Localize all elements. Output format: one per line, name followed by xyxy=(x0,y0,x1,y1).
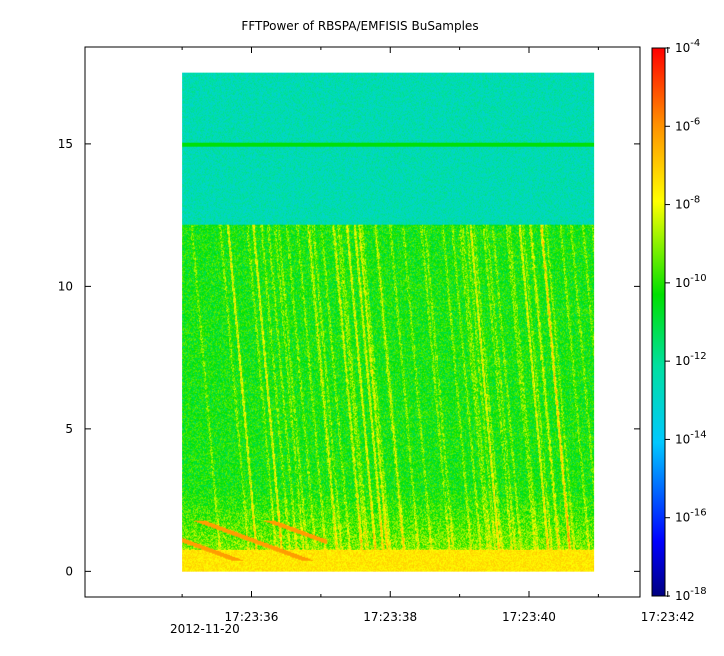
colorbar xyxy=(651,47,666,597)
spectrogram-heatmap xyxy=(182,72,595,572)
colorbar-ticks: 10-4 10-6 10-8 10-10 10-12 10-14 10-16 10-18 xyxy=(665,38,707,603)
x-tick-label: 17:23:38 xyxy=(363,610,417,624)
colorbar-tick-label: 10-18 xyxy=(675,586,707,603)
colorbar-tick-label: 10-10 xyxy=(675,273,707,290)
axes-group: 0 5 10 15 17:23:36 17:23:38 17:23:40 17:23:42 xyxy=(58,47,695,624)
colorbar-tick-label: 10-8 xyxy=(675,195,700,212)
y-tick-label: 10 xyxy=(58,279,73,293)
x-tick-label: 17:23:42 xyxy=(641,610,695,624)
heatmap-image xyxy=(182,72,595,572)
colorbar-tick-label: 10-6 xyxy=(675,116,700,133)
y-tick-label: 5 xyxy=(65,422,73,436)
colorbar-tick-label: 10-12 xyxy=(675,351,707,368)
chart-title: FFTPower of RBSPA/EMFISIS BuSamples xyxy=(241,19,478,33)
y-tick-label: 0 xyxy=(65,564,73,578)
x-tick-label: 17:23:36 xyxy=(225,610,279,624)
y-tick-label: 15 xyxy=(58,137,73,151)
colorbar-tick-label: 10-14 xyxy=(675,429,707,446)
colorbar-tick-label: 10-4 xyxy=(675,38,700,55)
colorbar-tick-label: 10-16 xyxy=(675,508,707,525)
x-tick-label: 17:23:40 xyxy=(502,610,556,624)
x-date-label: 2012-11-20 xyxy=(170,622,240,636)
